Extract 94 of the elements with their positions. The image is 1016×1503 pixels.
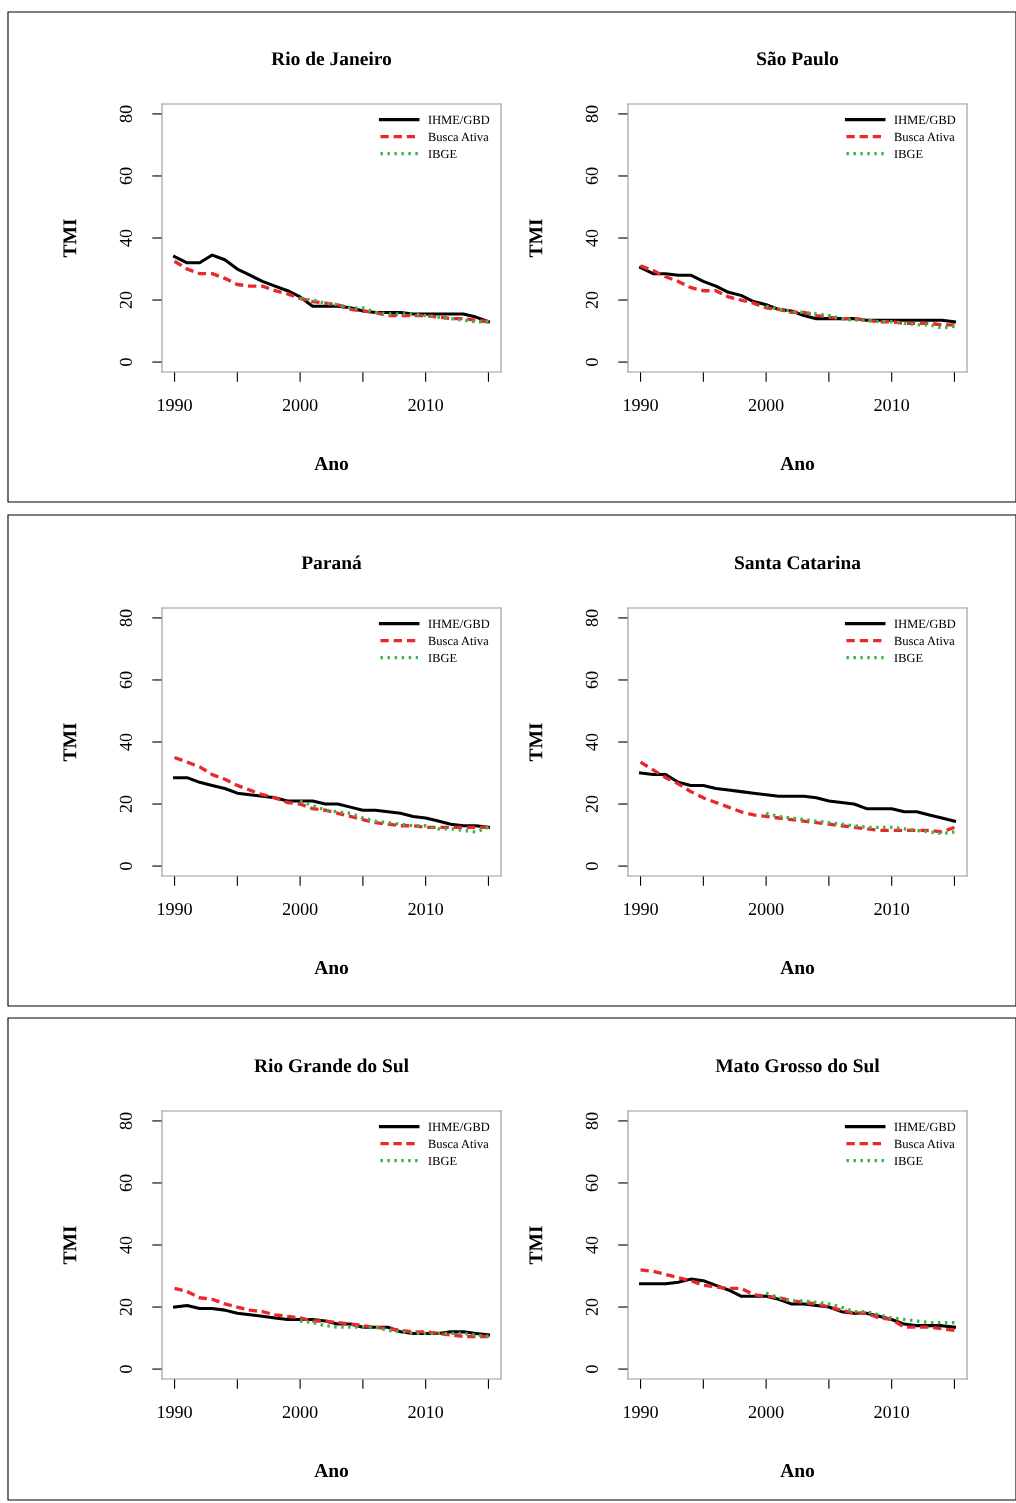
y-axis-title: TMI bbox=[529, 723, 543, 762]
y-tick-label: 0 bbox=[585, 862, 598, 870]
chart-title: Santa Catarina bbox=[735, 555, 861, 570]
y-axis-title: TMI bbox=[63, 723, 77, 762]
legend-label: IBGE bbox=[894, 149, 923, 159]
legend-label: Busca Ativa bbox=[894, 1139, 955, 1149]
legend-label: IHME/GBD bbox=[894, 1122, 956, 1132]
y-tick-label: 60 bbox=[119, 167, 132, 185]
x-tick-label: 1990 bbox=[158, 398, 192, 412]
legend-label: IHME/GBD bbox=[428, 115, 490, 125]
y-tick-label: 60 bbox=[585, 167, 598, 185]
x-axis-title: Ano bbox=[780, 961, 815, 975]
y-tick-label: 40 bbox=[119, 733, 132, 751]
y-tick-label: 20 bbox=[119, 291, 132, 309]
legend-label: IBGE bbox=[428, 653, 457, 663]
x-axis-title: Ano bbox=[314, 1464, 349, 1478]
x-axis-title: Ano bbox=[314, 961, 349, 975]
line-series bbox=[764, 811, 957, 836]
line-series bbox=[638, 760, 957, 834]
y-tick-label: 40 bbox=[585, 229, 598, 247]
x-tick-label: 1990 bbox=[624, 1405, 658, 1419]
y-tick-label: 60 bbox=[119, 671, 132, 689]
x-tick-label: 2010 bbox=[408, 1405, 444, 1419]
legend-label: IBGE bbox=[428, 1156, 457, 1166]
y-axis-title: TMI bbox=[63, 219, 77, 258]
y-tick-label: 60 bbox=[119, 1174, 132, 1192]
x-tick-label: 2000 bbox=[282, 1405, 318, 1419]
y-tick-label: 0 bbox=[585, 1365, 598, 1373]
y-tick-label: 20 bbox=[119, 1298, 132, 1316]
legend-label: IBGE bbox=[894, 653, 923, 663]
x-tick-label: 1990 bbox=[624, 902, 658, 916]
legend-label: IBGE bbox=[894, 1156, 923, 1166]
x-tick-label: 2010 bbox=[874, 902, 910, 916]
legend-label: IHME/GBD bbox=[428, 1122, 490, 1132]
y-tick-label: 60 bbox=[585, 1174, 598, 1192]
y-tick-label: 20 bbox=[585, 1298, 598, 1316]
x-tick-label: 2010 bbox=[874, 398, 910, 412]
x-tick-label: 1990 bbox=[158, 902, 192, 916]
x-tick-label: 2010 bbox=[408, 902, 444, 916]
y-tick-label: 40 bbox=[119, 1236, 132, 1254]
legend-label: Busca Ativa bbox=[428, 1139, 489, 1149]
chart-title: São Paulo bbox=[757, 51, 839, 66]
legend-label: IHME/GBD bbox=[428, 619, 490, 629]
x-tick-label: 2010 bbox=[874, 1405, 910, 1419]
x-tick-label: 2000 bbox=[282, 398, 318, 412]
y-tick-label: 0 bbox=[585, 358, 598, 366]
y-tick-label: 40 bbox=[585, 733, 598, 751]
y-tick-label: 20 bbox=[585, 795, 598, 813]
legend-label: Busca Ativa bbox=[428, 132, 489, 142]
legend-label: Busca Ativa bbox=[894, 636, 955, 646]
y-tick-label: 80 bbox=[585, 105, 598, 123]
y-tick-label: 20 bbox=[585, 291, 598, 309]
y-tick-label: 80 bbox=[585, 609, 598, 627]
y-axis-title: TMI bbox=[63, 1226, 77, 1265]
y-tick-label: 80 bbox=[119, 1112, 132, 1130]
y-tick-label: 40 bbox=[119, 229, 132, 247]
y-tick-label: 20 bbox=[119, 795, 132, 813]
x-axis-title: Ano bbox=[780, 457, 815, 471]
x-tick-label: 2000 bbox=[748, 1405, 784, 1419]
line-series bbox=[298, 1319, 491, 1339]
chart-title: Paraná bbox=[301, 555, 362, 570]
y-axis-title: TMI bbox=[529, 219, 543, 258]
y-tick-label: 40 bbox=[585, 1236, 598, 1254]
x-tick-label: 1990 bbox=[158, 1405, 192, 1419]
legend-label: IHME/GBD bbox=[894, 115, 956, 125]
line-series bbox=[764, 304, 957, 330]
legend-label: IBGE bbox=[428, 149, 457, 159]
y-axis-title: TMI bbox=[529, 1226, 543, 1265]
y-tick-label: 60 bbox=[585, 671, 598, 689]
x-axis-title: Ano bbox=[314, 457, 349, 471]
legend-label: Busca Ativa bbox=[894, 132, 955, 142]
chart-title: Rio de Janeiro bbox=[271, 51, 392, 66]
x-tick-label: 2000 bbox=[282, 902, 318, 916]
y-tick-label: 80 bbox=[119, 105, 132, 123]
y-tick-label: 80 bbox=[585, 1112, 598, 1130]
line-series bbox=[764, 1291, 957, 1325]
x-tick-label: 2010 bbox=[408, 398, 444, 412]
x-axis-title: Ano bbox=[780, 1464, 815, 1478]
x-tick-label: 1990 bbox=[624, 398, 658, 412]
line-series bbox=[638, 1268, 957, 1332]
y-tick-label: 80 bbox=[119, 609, 132, 627]
line-series bbox=[639, 771, 956, 823]
legend-label: Busca Ativa bbox=[428, 636, 489, 646]
chart-title: Mato Grosso do Sul bbox=[715, 1058, 880, 1073]
legend-label: IHME/GBD bbox=[894, 619, 956, 629]
line-series bbox=[298, 296, 491, 324]
y-tick-label: 0 bbox=[119, 1365, 132, 1373]
x-tick-label: 2000 bbox=[748, 398, 784, 412]
chart-title: Rio Grande do Sul bbox=[254, 1058, 409, 1073]
y-tick-label: 0 bbox=[119, 358, 132, 366]
y-tick-label: 0 bbox=[119, 862, 132, 870]
line-series bbox=[298, 799, 491, 834]
line-series bbox=[173, 776, 490, 829]
x-tick-label: 2000 bbox=[748, 902, 784, 916]
